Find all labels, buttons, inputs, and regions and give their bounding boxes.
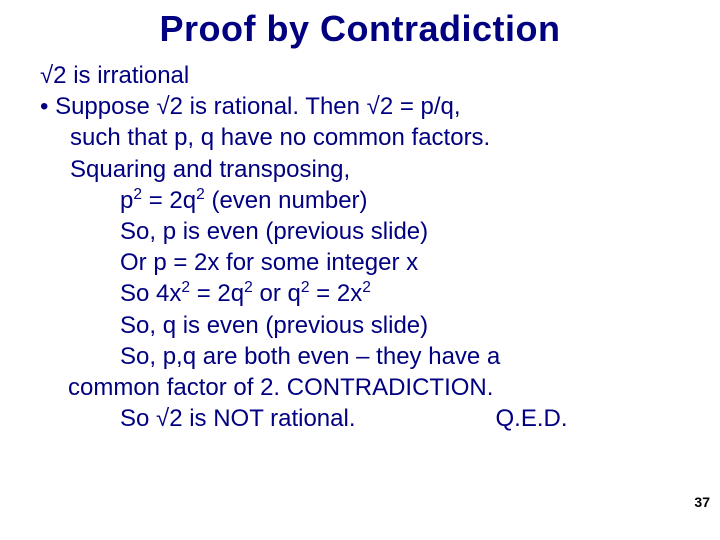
suppose-line: • Suppose √2 is rational. Then √2 = p/q, — [40, 91, 690, 122]
q-even-line: So, q is even (previous slide) — [120, 310, 690, 341]
slide-container: Proof by Contradiction √2 is irrational … — [0, 0, 720, 540]
slide-content: √2 is irrational • Suppose √2 is rationa… — [30, 60, 690, 434]
factors-line: such that p, q have no common factors. — [70, 122, 690, 153]
conclusion-line: So √2 is NOT rational.Q.E.D. — [120, 403, 690, 434]
squaring-line: Squaring and transposing, — [70, 154, 690, 185]
p2-line: p2 = 2q2 (even number) — [120, 185, 690, 216]
p-2x-line: Or p = 2x for some integer x — [120, 247, 690, 278]
p-even-line: So, p is even (previous slide) — [120, 216, 690, 247]
both-even-line: So, p,q are both even – they have a — [120, 341, 690, 372]
slide-title: Proof by Contradiction — [30, 8, 690, 50]
claim-line: √2 is irrational — [40, 60, 690, 91]
page-number: 37 — [694, 494, 710, 510]
qed-label: Q.E.D. — [496, 403, 568, 434]
4x2-line: So 4x2 = 2q2 or q2 = 2x2 — [120, 278, 690, 309]
contradiction-line: common factor of 2. CONTRADICTION. — [68, 372, 690, 403]
